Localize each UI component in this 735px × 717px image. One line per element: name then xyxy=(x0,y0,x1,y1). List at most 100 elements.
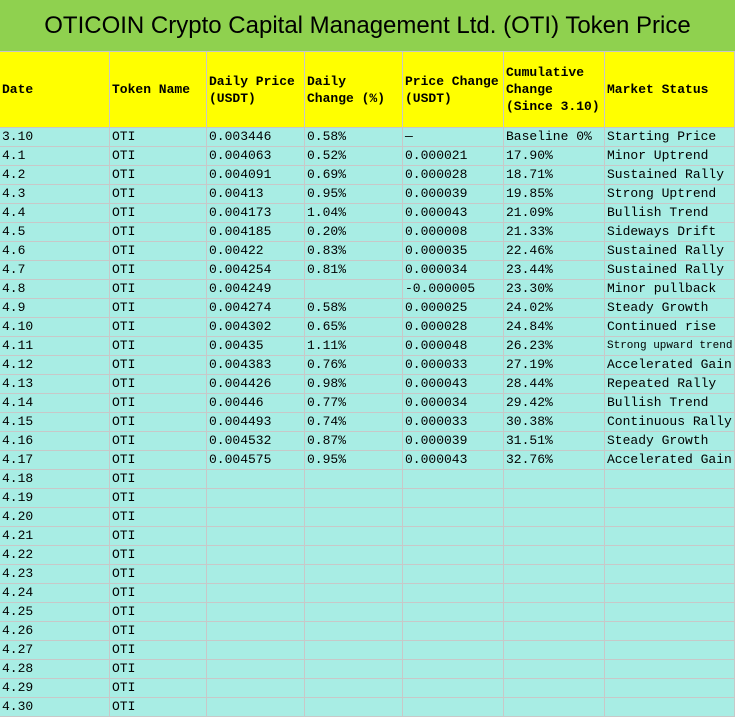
table-cell: Repeated Rally xyxy=(605,375,735,394)
table-cell: Continued rise xyxy=(605,318,735,337)
table-cell: 0.000008 xyxy=(403,223,504,242)
table-cell: 0.004185 xyxy=(207,223,305,242)
table-cell: 1.04% xyxy=(305,204,403,223)
table-cell: 0.004493 xyxy=(207,413,305,432)
table-cell: 0.000034 xyxy=(403,261,504,280)
empty-cell xyxy=(504,527,605,546)
table-cell: 19.85% xyxy=(504,185,605,204)
title: OTICOIN Crypto Capital Management Ltd. (… xyxy=(44,11,691,39)
empty-cell xyxy=(403,489,504,508)
table-cell: 1.11% xyxy=(305,337,403,356)
table-cell: 4.5 xyxy=(0,223,110,242)
table-cell: 0.000028 xyxy=(403,318,504,337)
table-cell: Sideways Drift xyxy=(605,223,735,242)
table-cell: 4.29 xyxy=(0,679,110,698)
table-cell: OTI xyxy=(110,261,207,280)
table-cell: 23.44% xyxy=(504,261,605,280)
empty-cell xyxy=(504,603,605,622)
table-cell: 0.004249 xyxy=(207,280,305,299)
table-cell: OTI xyxy=(110,280,207,299)
table-cell: 0.98% xyxy=(305,375,403,394)
table-cell: 4.17 xyxy=(0,451,110,470)
table-cell: 4.20 xyxy=(0,508,110,527)
table-cell: 4.1 xyxy=(0,147,110,166)
table-cell: 4.26 xyxy=(0,622,110,641)
empty-cell xyxy=(605,698,735,717)
table-cell: 0.58% xyxy=(305,128,403,147)
empty-cell xyxy=(504,660,605,679)
empty-cell xyxy=(504,489,605,508)
column-header: Date xyxy=(0,52,110,128)
table-cell: 0.77% xyxy=(305,394,403,413)
table-cell: 4.8 xyxy=(0,280,110,299)
table-cell: 0.004575 xyxy=(207,451,305,470)
empty-cell xyxy=(403,698,504,717)
empty-cell xyxy=(403,603,504,622)
empty-cell xyxy=(504,698,605,717)
empty-cell xyxy=(605,622,735,641)
empty-cell xyxy=(504,565,605,584)
table-cell: OTI xyxy=(110,698,207,717)
empty-cell xyxy=(605,584,735,603)
table-cell: 4.9 xyxy=(0,299,110,318)
table-cell: 0.000034 xyxy=(403,394,504,413)
table-cell: Strong Uptrend xyxy=(605,185,735,204)
table-cell: OTI xyxy=(110,470,207,489)
empty-cell xyxy=(305,622,403,641)
table-cell: 4.25 xyxy=(0,603,110,622)
table-cell: OTI xyxy=(110,128,207,147)
table-cell: 0.58% xyxy=(305,299,403,318)
table-cell: 0.69% xyxy=(305,166,403,185)
table-cell: 0.00422 xyxy=(207,242,305,261)
table-cell: 0.000039 xyxy=(403,185,504,204)
table-cell: Strong upward trend xyxy=(605,337,735,356)
empty-cell xyxy=(207,546,305,565)
table-cell: 0.65% xyxy=(305,318,403,337)
table-cell: OTI xyxy=(110,299,207,318)
empty-cell xyxy=(403,679,504,698)
table-cell: Baseline 0% xyxy=(504,128,605,147)
table-cell: 0.95% xyxy=(305,185,403,204)
table-cell: -0.000005 xyxy=(403,280,504,299)
empty-cell xyxy=(605,508,735,527)
table-cell: OTI xyxy=(110,394,207,413)
table-cell: OTI xyxy=(110,489,207,508)
column-header: Daily Price (USDT) xyxy=(207,52,305,128)
table-cell: 0.004063 xyxy=(207,147,305,166)
table-cell: 0.000033 xyxy=(403,356,504,375)
table-cell: OTI xyxy=(110,584,207,603)
table-cell: Sustained Rally xyxy=(605,242,735,261)
price-table: Date Token Name Daily Price (USDT) Daily Ch… xyxy=(0,52,735,717)
table-cell: OTI xyxy=(110,660,207,679)
table-cell: OTI xyxy=(110,185,207,204)
empty-cell xyxy=(605,527,735,546)
table-cell: 4.22 xyxy=(0,546,110,565)
table-cell: Sustained Rally xyxy=(605,261,735,280)
table-cell: OTI xyxy=(110,318,207,337)
table-cell: Steady Growth xyxy=(605,432,735,451)
empty-cell xyxy=(207,679,305,698)
empty-cell xyxy=(305,584,403,603)
table-cell: 4.18 xyxy=(0,470,110,489)
table-cell: 4.13 xyxy=(0,375,110,394)
empty-cell xyxy=(403,565,504,584)
table-cell: Sustained Rally xyxy=(605,166,735,185)
empty-cell xyxy=(403,622,504,641)
table-cell: 26.23% xyxy=(504,337,605,356)
table-cell: 18.71% xyxy=(504,166,605,185)
table-cell: OTI xyxy=(110,641,207,660)
empty-cell xyxy=(305,698,403,717)
column-header: Market Status xyxy=(605,52,735,128)
table-cell: 30.38% xyxy=(504,413,605,432)
table-cell: 4.30 xyxy=(0,698,110,717)
table-cell: 0.000048 xyxy=(403,337,504,356)
table-cell: 21.33% xyxy=(504,223,605,242)
table-cell: Minor Uptrend xyxy=(605,147,735,166)
table-cell: 0.004532 xyxy=(207,432,305,451)
table-cell: 0.20% xyxy=(305,223,403,242)
table-cell: OTI xyxy=(110,546,207,565)
table-cell: 4.24 xyxy=(0,584,110,603)
table-cell: 0.000028 xyxy=(403,166,504,185)
table-cell: 0.000043 xyxy=(403,375,504,394)
table-cell: 0.004091 xyxy=(207,166,305,185)
